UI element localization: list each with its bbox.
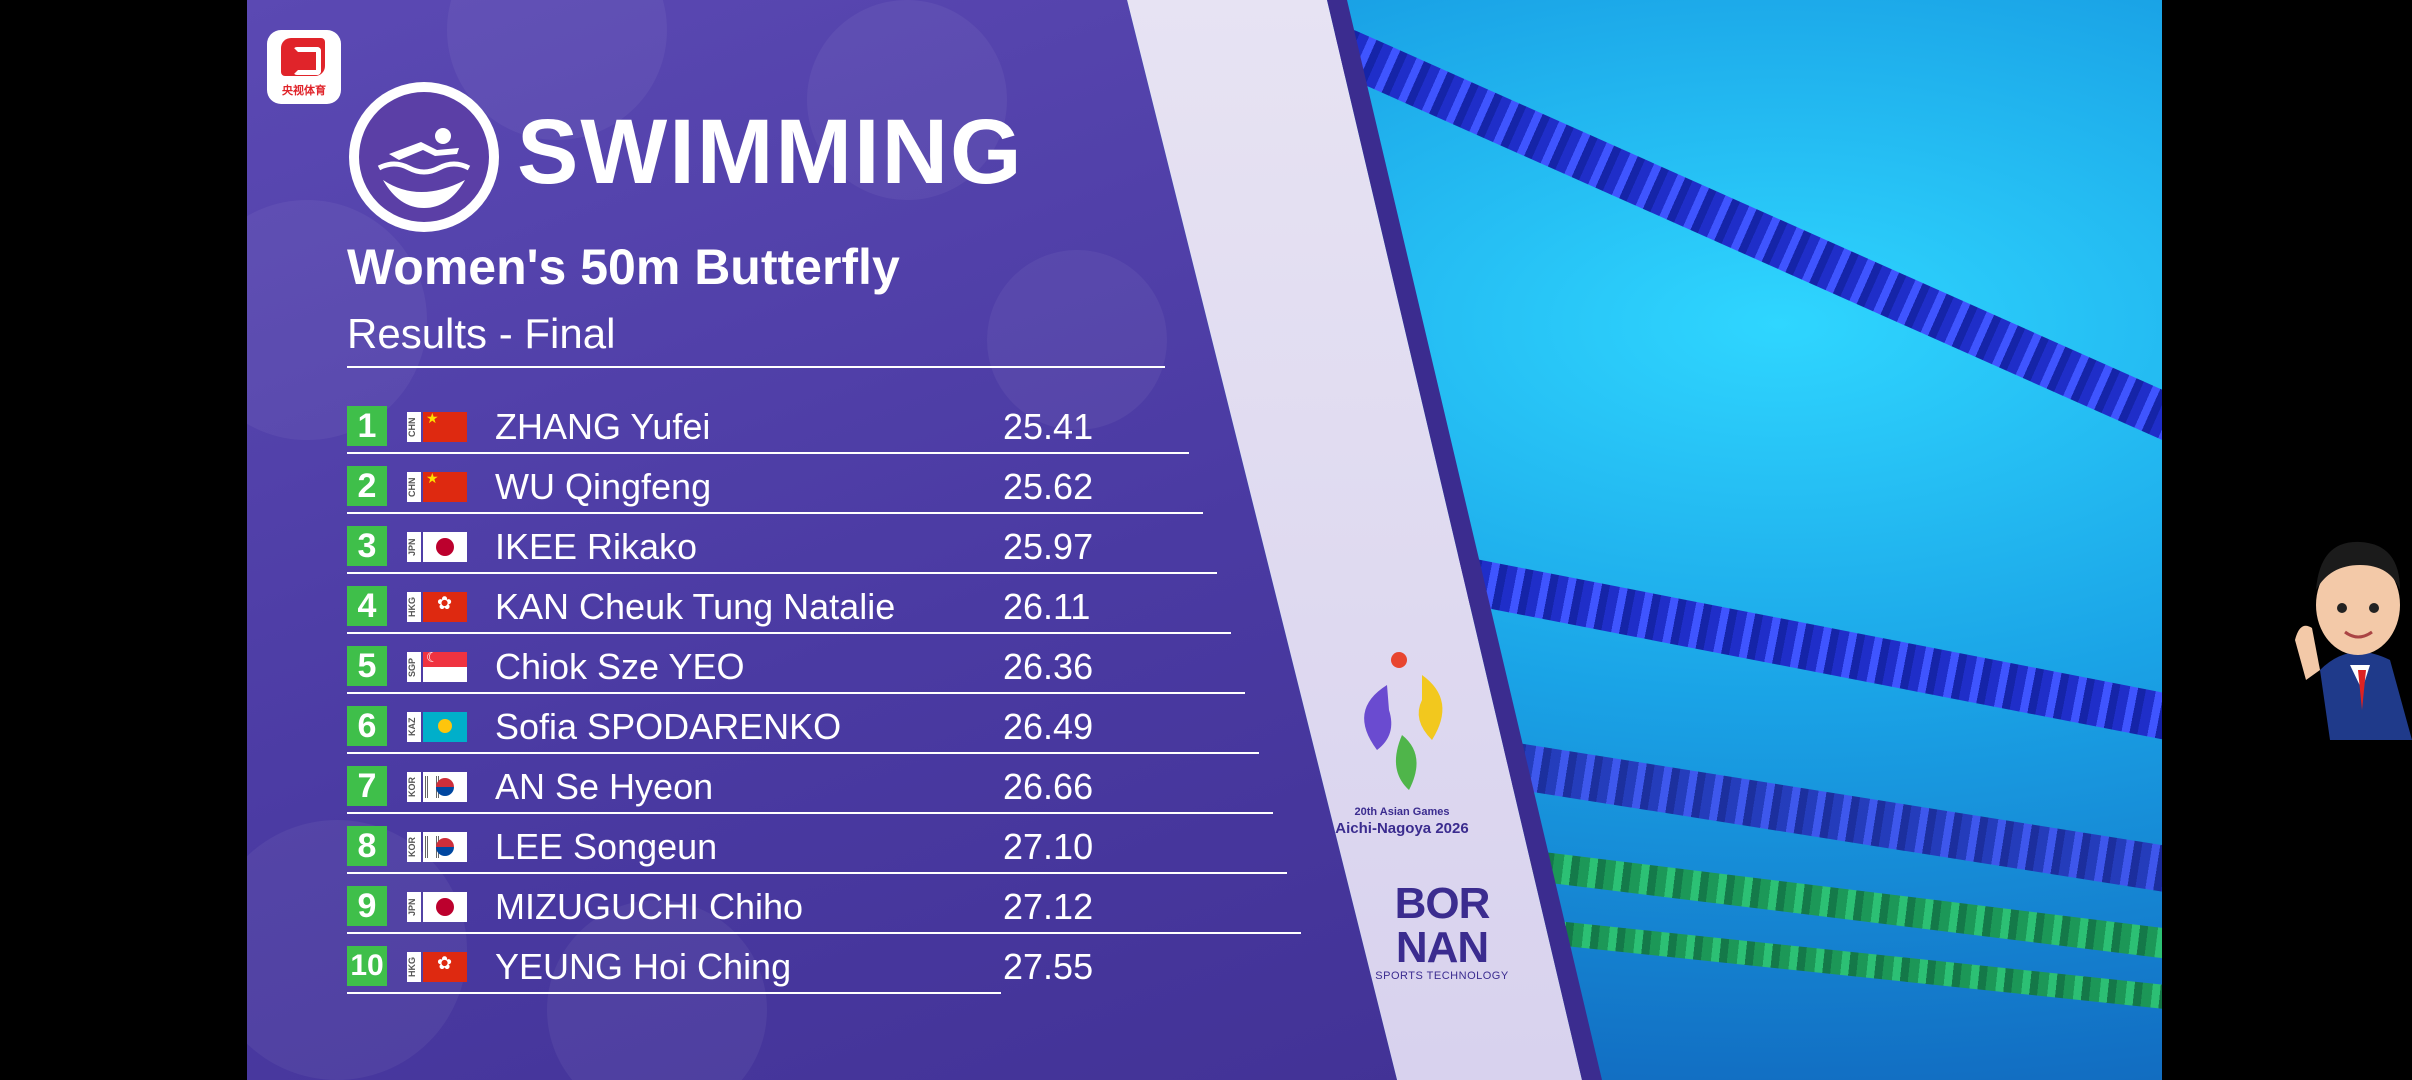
- noc-code: JPN: [407, 892, 421, 922]
- athlete-name: Chiok Sze YEO: [495, 646, 745, 687]
- row-divider: [347, 932, 1301, 934]
- row-divider: [347, 572, 1217, 574]
- athlete-name: ZHANG Yufei: [495, 406, 711, 447]
- brand-line-1: BOR: [1394, 879, 1491, 928]
- row-divider: [347, 632, 1231, 634]
- rank-badge: 3: [347, 526, 387, 566]
- noc-code: KOR: [407, 832, 421, 862]
- result-time: 26.11: [1003, 586, 1091, 627]
- athlete-name: AN Se Hyeon: [495, 766, 714, 807]
- presenter-avatar-sticker: [2290, 520, 2412, 740]
- row-divider: [347, 692, 1245, 694]
- athlete-name: LEE Songeun: [495, 826, 718, 867]
- row-divider: [347, 812, 1273, 814]
- row-divider: [347, 752, 1259, 754]
- noc-code: SGP: [407, 652, 421, 682]
- noc-code: CHN: [407, 412, 421, 442]
- result-time: 25.41: [1003, 406, 1094, 447]
- noc-code: CHN: [407, 472, 421, 502]
- noc-code: JPN: [407, 532, 421, 562]
- header-divider: [347, 366, 1165, 368]
- athlete-name: KAN Cheuk Tung Natalie: [495, 586, 896, 627]
- japan-flag-icon: [423, 892, 467, 922]
- kazakhstan-flag-icon: [423, 712, 467, 742]
- result-time: 27.10: [1003, 826, 1094, 867]
- result-time: 26.36: [1003, 646, 1094, 687]
- row-divider: [347, 452, 1189, 454]
- event-title: Women's 50m Butterfly: [347, 239, 900, 295]
- athlete-name: WU Qingfeng: [495, 466, 712, 507]
- cctv-sport-icon: [281, 38, 325, 76]
- hong-kong-flag-icon: [423, 592, 467, 622]
- broadcaster-logo-text: 央视体育: [282, 85, 326, 97]
- row-divider: [347, 512, 1203, 514]
- result-time: 25.62: [1003, 466, 1094, 507]
- brand-line-3: SPORTS TECHNOLOGY: [1375, 970, 1509, 982]
- result-time: 27.55: [1003, 946, 1094, 987]
- noc-code: HKG: [407, 952, 421, 982]
- timing-brand-logo: BOR NAN SPORTS TECHNOLOGY: [1367, 879, 1517, 983]
- rank-badge: 9: [347, 886, 387, 926]
- row-divider: [347, 992, 1001, 994]
- china-flag-icon: [423, 472, 467, 502]
- emblem-line-2: Aichi-Nagoya 2026: [1335, 820, 1469, 837]
- rank-badge: 2: [347, 466, 387, 506]
- panel-decoration: [987, 250, 1167, 430]
- broadcaster-logo: 央视体育: [267, 30, 341, 104]
- sport-title: SWIMMING: [517, 101, 1024, 203]
- swimmer-icon: [349, 82, 499, 232]
- noc-code: KOR: [407, 772, 421, 802]
- emblem-line-1: 20th Asian Games: [1354, 806, 1450, 818]
- panel-decoration: [807, 0, 1007, 200]
- korea-flag-icon: [423, 832, 467, 862]
- event-subtitle: Results - Final: [347, 310, 616, 357]
- rank-badge: 10: [347, 946, 387, 986]
- rank-badge: 1: [347, 406, 387, 446]
- panel-decoration: [547, 900, 767, 1080]
- singapore-flag-icon: [423, 652, 467, 682]
- result-time: 27.12: [1003, 886, 1094, 927]
- japan-flag-icon: [423, 532, 467, 562]
- hong-kong-flag-icon: [423, 952, 467, 982]
- rank-badge: 7: [347, 766, 387, 806]
- athlete-name: IKEE Rikako: [495, 526, 698, 567]
- noc-code: HKG: [407, 592, 421, 622]
- result-time: 25.97: [1003, 526, 1094, 567]
- korea-flag-icon: [423, 772, 467, 802]
- row-divider: [347, 872, 1287, 874]
- rank-badge: 4: [347, 586, 387, 626]
- rank-badge: 5: [347, 646, 387, 686]
- athlete-name: YEUNG Hoi Ching: [495, 946, 792, 987]
- asian-games-emblem: [1327, 640, 1477, 830]
- result-time: 26.66: [1003, 766, 1094, 807]
- lane-rope: [1422, 550, 2162, 768]
- china-flag-icon: [423, 412, 467, 442]
- athlete-name: Sofia SPODARENKO: [495, 706, 842, 747]
- athlete-name: MIZUGUCHI Chiho: [495, 886, 804, 927]
- result-time: 26.49: [1003, 706, 1094, 747]
- rank-badge: 8: [347, 826, 387, 866]
- broadcast-frame: 央视体育 SWIMMING Women's 50m Butterfly Resu…: [247, 0, 2162, 1080]
- brand-line-2: NAN: [1395, 923, 1489, 972]
- rank-badge: 6: [347, 706, 387, 746]
- noc-code: KAZ: [407, 712, 421, 742]
